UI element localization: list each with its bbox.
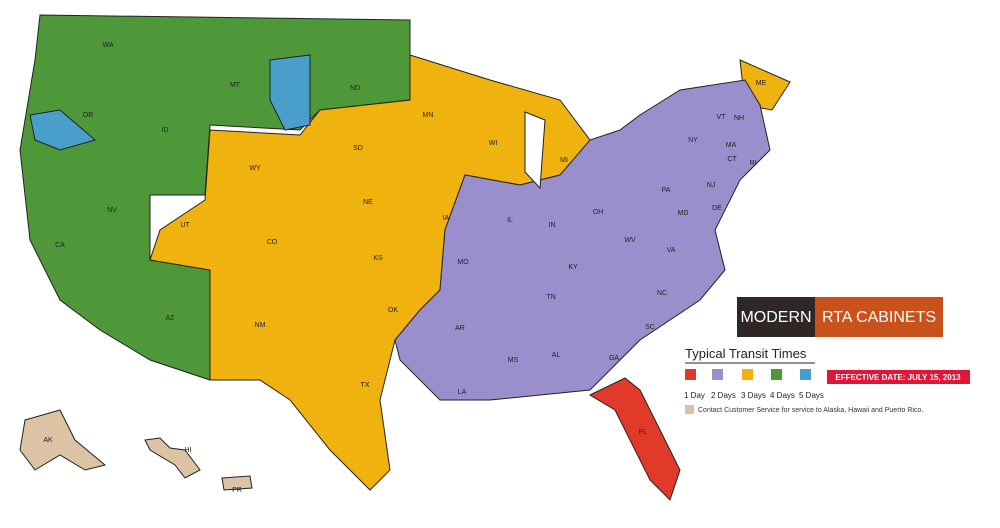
legend: 1 Day 2 Days 3 Days 4 Days 5 Days xyxy=(684,369,824,400)
brand-right: RTA CABINETS xyxy=(822,309,936,326)
region-1-day xyxy=(588,377,681,501)
state-label: NY xyxy=(688,137,698,144)
state-label: CT xyxy=(727,156,737,163)
region-5-days xyxy=(269,54,311,131)
state-label: MN xyxy=(423,112,434,119)
legend-label: 2 Days xyxy=(711,391,736,400)
state-label: IL xyxy=(507,217,513,224)
state-label: KS xyxy=(373,255,383,262)
state-label: NC xyxy=(657,290,667,297)
state-labels: WA OR CA NV ID MT WY UT AZ CO NM ND SD NE KS OK TX MN IA MO… xyxy=(43,42,766,494)
legend-title: Typical Transit Times xyxy=(685,346,807,361)
state-label: MA xyxy=(726,142,737,149)
state-label: MT xyxy=(230,82,241,89)
state-label: ID xyxy=(162,127,169,134)
legend-label: 1 Day xyxy=(684,391,705,400)
state-label: CO xyxy=(267,239,278,246)
state-label: NV xyxy=(107,207,117,214)
state-label: IN xyxy=(549,222,556,229)
state-label: LA xyxy=(458,389,467,396)
brand-left-bg xyxy=(737,297,815,337)
state-label: GA xyxy=(609,355,619,362)
state-label: KY xyxy=(568,264,578,271)
puerto-rico xyxy=(221,475,253,491)
state-label: MO xyxy=(457,259,469,266)
state-label: VT xyxy=(717,114,727,121)
state-label: MD xyxy=(678,210,689,217)
hawaii xyxy=(144,437,201,479)
note: Contact Customer Service for service to … xyxy=(698,407,923,414)
state-label: AL xyxy=(552,352,561,359)
state-label: HI xyxy=(185,447,192,454)
state-label: OK xyxy=(388,307,398,314)
lake-michigan xyxy=(524,111,546,190)
state-label: PR xyxy=(232,487,242,494)
state-label: ME xyxy=(756,80,767,87)
state-label: TN xyxy=(546,294,555,301)
state-label: ND xyxy=(350,85,360,92)
brand-right-bg xyxy=(815,297,943,337)
state-label: TX xyxy=(361,382,370,389)
state-label: MI xyxy=(560,157,568,164)
state-label: SD xyxy=(353,145,363,152)
legend-swatch xyxy=(742,369,753,380)
legend-label: 5 Days xyxy=(799,391,824,400)
state-label: SC xyxy=(645,324,655,331)
state-label: OH xyxy=(593,209,604,216)
state-label: WV xyxy=(624,237,636,244)
note-swatch xyxy=(685,405,694,414)
state-label: OR xyxy=(83,112,94,119)
state-label: WA xyxy=(102,42,113,49)
legend-swatch xyxy=(800,369,811,380)
state-label: WY xyxy=(249,165,261,172)
regions xyxy=(19,14,791,501)
state-label: NH xyxy=(734,115,744,122)
state-label: AK xyxy=(43,437,53,444)
state-label: NJ xyxy=(707,182,716,189)
region-2-days xyxy=(394,79,771,401)
alaska xyxy=(19,409,107,471)
state-label: CA xyxy=(55,242,65,249)
state-label: FL xyxy=(639,429,647,436)
state-label: MS xyxy=(508,357,519,364)
state-label: DE xyxy=(712,205,722,212)
state-label: UT xyxy=(180,222,190,229)
brand-banner: MODERN RTA CABINETS xyxy=(737,297,943,337)
legend-label: 4 Days xyxy=(770,391,795,400)
legend-label: 3 Days xyxy=(741,391,766,400)
state-label: AR xyxy=(455,325,465,332)
state-label: VA xyxy=(667,247,676,254)
state-label: NE xyxy=(363,199,373,206)
state-label: IA xyxy=(443,215,450,222)
effective-date: EFFECTIVE DATE: JULY 15, 2013 xyxy=(835,373,961,382)
date-banner xyxy=(827,370,970,384)
brand-left: MODERN xyxy=(740,309,811,326)
state-label: AZ xyxy=(166,315,176,322)
state-label: RI xyxy=(750,160,757,167)
state-label: PA xyxy=(662,187,671,194)
legend-swatch xyxy=(771,369,782,380)
legend-swatch xyxy=(712,369,723,380)
state-label: WI xyxy=(489,140,498,147)
state-label: NM xyxy=(255,322,266,329)
region-5-days xyxy=(29,109,97,151)
legend-swatch xyxy=(685,369,696,380)
